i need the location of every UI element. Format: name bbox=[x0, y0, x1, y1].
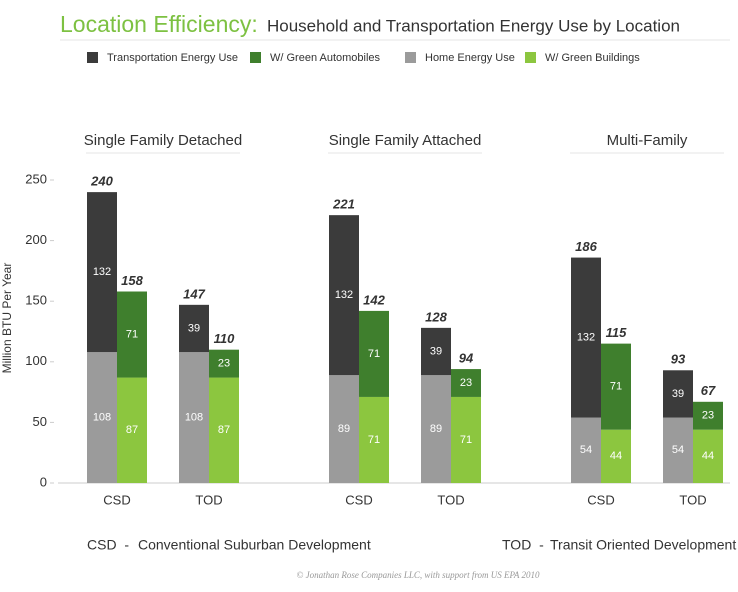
segment-label: 89 bbox=[430, 423, 442, 435]
total-label: 128 bbox=[425, 309, 447, 324]
segment-label: 39 bbox=[188, 322, 200, 334]
total-label: 240 bbox=[90, 174, 113, 189]
bar-segment bbox=[359, 310, 389, 397]
segment-label: 71 bbox=[126, 328, 138, 340]
legend-swatch bbox=[250, 52, 261, 63]
segment-label: 23 bbox=[218, 358, 230, 370]
bar-segment bbox=[663, 417, 693, 483]
y-tick-label: 200 bbox=[25, 232, 47, 247]
total-label: 94 bbox=[459, 351, 474, 366]
bar-segment bbox=[421, 375, 451, 483]
total-label: 67 bbox=[701, 383, 716, 398]
y-tick-label: 250 bbox=[25, 171, 47, 186]
bar-segment bbox=[451, 369, 481, 397]
segment-label: 71 bbox=[368, 434, 380, 446]
segment-label: 44 bbox=[702, 450, 714, 462]
segment-label: 108 bbox=[185, 411, 203, 423]
segment-label: 89 bbox=[338, 423, 350, 435]
segment-label: 71 bbox=[368, 348, 380, 360]
legend-swatch bbox=[525, 52, 536, 63]
bar-segment bbox=[663, 370, 693, 418]
bar-segment bbox=[359, 396, 389, 483]
group-label: Multi-Family bbox=[607, 132, 688, 149]
x-tick-label: TOD bbox=[679, 492, 706, 507]
segment-label: 132 bbox=[577, 331, 595, 343]
note-abbr: TOD - bbox=[502, 537, 544, 553]
bar-segment bbox=[693, 429, 723, 483]
legend-label: W/ Green Buildings bbox=[545, 52, 640, 64]
legend-swatch bbox=[87, 52, 98, 63]
note-text: Transit Oriented Development bbox=[550, 537, 736, 553]
total-label: 115 bbox=[606, 325, 627, 340]
total-label: 147 bbox=[183, 286, 205, 301]
segment-label: 87 bbox=[218, 424, 230, 436]
legend-swatch bbox=[405, 52, 416, 63]
bar-segment bbox=[601, 343, 631, 430]
legend-label: Home Energy Use bbox=[425, 52, 515, 64]
chart-title: Location Efficiency: bbox=[60, 11, 258, 37]
segment-label: 71 bbox=[460, 434, 472, 446]
bar-segment bbox=[421, 327, 451, 376]
bar-segment bbox=[693, 401, 723, 430]
bar-segment bbox=[451, 396, 481, 483]
bar-segment bbox=[571, 417, 601, 483]
bar-segment bbox=[329, 375, 359, 483]
bar-segment bbox=[209, 349, 239, 378]
total-label: 186 bbox=[575, 239, 597, 254]
bar-segment bbox=[87, 192, 117, 353]
bar-segment bbox=[571, 257, 601, 418]
note-text: Conventional Suburban Development bbox=[138, 537, 371, 553]
y-tick-label: 150 bbox=[25, 293, 47, 308]
total-label: 221 bbox=[332, 197, 355, 212]
segment-label: 44 bbox=[610, 450, 622, 462]
bar-segment bbox=[117, 377, 147, 483]
segment-label: 54 bbox=[580, 444, 592, 456]
y-axis-label: Million BTU Per Year bbox=[0, 263, 14, 374]
segment-label: 132 bbox=[335, 289, 353, 301]
bar-segment bbox=[179, 352, 209, 483]
bar-segment bbox=[329, 215, 359, 376]
x-tick-label: TOD bbox=[195, 492, 222, 507]
segment-label: 132 bbox=[93, 266, 111, 278]
y-tick-label: 50 bbox=[33, 414, 47, 429]
legend-label: Transportation Energy Use bbox=[107, 52, 238, 64]
group-label: Single Family Detached bbox=[84, 132, 242, 149]
chart-subtitle: Household and Transportation Energy Use … bbox=[267, 16, 680, 35]
x-tick-label: TOD bbox=[437, 492, 464, 507]
y-tick-label: 0 bbox=[40, 474, 47, 489]
bar-segment bbox=[179, 304, 209, 353]
segment-label: 71 bbox=[610, 381, 622, 393]
note-abbr: CSD - bbox=[87, 537, 129, 553]
segment-label: 23 bbox=[460, 377, 472, 389]
segment-label: 23 bbox=[702, 410, 714, 422]
group-label: Single Family Attached bbox=[329, 132, 482, 149]
bar-segment bbox=[87, 352, 117, 483]
total-label: 142 bbox=[363, 292, 385, 307]
segment-label: 108 bbox=[93, 411, 111, 423]
segment-label: 39 bbox=[672, 388, 684, 400]
x-tick-label: CSD bbox=[587, 492, 614, 507]
credit: © Jonathan Rose Companies LLC, with supp… bbox=[297, 570, 540, 580]
x-tick-label: CSD bbox=[103, 492, 130, 507]
bar-segment bbox=[117, 291, 147, 378]
total-label: 93 bbox=[671, 352, 686, 367]
total-label: 158 bbox=[121, 273, 143, 288]
segment-label: 39 bbox=[430, 345, 442, 357]
bar-segment bbox=[601, 429, 631, 483]
segment-label: 54 bbox=[672, 444, 684, 456]
total-label: 110 bbox=[214, 331, 235, 346]
y-tick-label: 100 bbox=[25, 353, 47, 368]
x-tick-label: CSD bbox=[345, 492, 372, 507]
bar-segment bbox=[209, 377, 239, 483]
legend-label: W/ Green Automobiles bbox=[270, 52, 381, 64]
segment-label: 87 bbox=[126, 424, 138, 436]
